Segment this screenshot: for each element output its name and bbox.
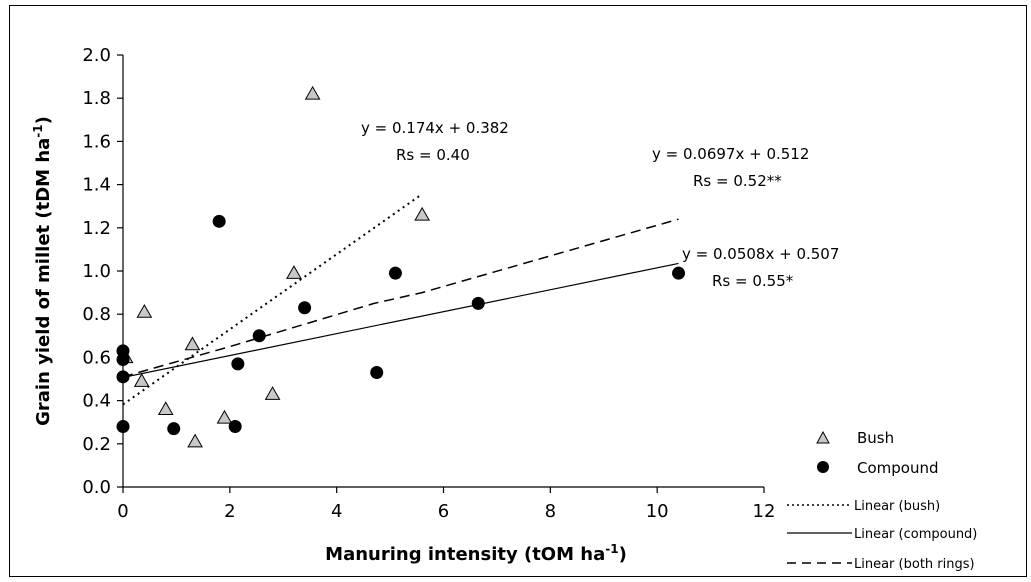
- compound-point: [167, 422, 181, 436]
- x-tick-label: 12: [753, 501, 776, 522]
- circle-marker-icon: [817, 461, 829, 473]
- legend-item-linear-both: Linear (both rings): [787, 557, 975, 572]
- x-tick-label: 2: [224, 501, 235, 522]
- trendline-solid: [122, 262, 679, 379]
- bush-point: [184, 336, 201, 351]
- compound-point: [116, 353, 130, 367]
- bush-point: [304, 85, 321, 100]
- legend-label-compound: Compound: [857, 459, 939, 477]
- bush-point: [264, 386, 281, 400]
- y-tick-label: 1.0: [82, 261, 111, 282]
- regression-annotations: y = 0.174x + 0.382 Rs = 0.40 y = 0.0697x…: [361, 119, 839, 290]
- legend-label-linear-both: Linear (both rings): [854, 557, 975, 572]
- x-axis-title-sup: -1: [605, 542, 618, 556]
- y-tick-label: 0.0: [82, 477, 111, 498]
- annotation-both-equation: y = 0.0697x + 0.512: [652, 145, 809, 163]
- annotation-both-rs: Rs = 0.52**: [693, 172, 782, 190]
- x-tick-label: 6: [438, 501, 449, 522]
- compound-point: [228, 420, 242, 434]
- x-tick-label: 4: [331, 501, 342, 522]
- compound-point: [116, 370, 130, 384]
- legend-label-linear-compound: Linear (compound): [854, 527, 977, 542]
- y-axis-title: Grain yield of millet (tDM ha-1): [31, 116, 54, 426]
- y-tick-label: 0.4: [82, 391, 111, 412]
- x-ticks: 0 2 4 6 8 10 12: [117, 487, 775, 522]
- legend-item-bush: Bush: [816, 429, 894, 447]
- y-tick-label: 2.0: [82, 45, 111, 66]
- compound-point: [252, 329, 266, 343]
- bush-point: [187, 433, 203, 448]
- annotation-compound-rs: Rs = 0.55*: [712, 272, 794, 290]
- annotation-bush-equation: y = 0.174x + 0.382: [361, 119, 509, 137]
- y-tick-label: 0.6: [82, 347, 111, 368]
- y-tick-label: 0.8: [82, 304, 111, 325]
- y-axis-title-sup: -1: [31, 124, 45, 137]
- annotation-bush-rs: Rs = 0.40: [396, 146, 470, 164]
- trendline-dotted: [122, 193, 423, 406]
- compound-point: [231, 357, 245, 371]
- chart-frame: [9, 5, 1027, 577]
- y-tick-label: 1.6: [82, 131, 111, 152]
- y-ticks: 0.0 0.2 0.4 0.6 0.8 1.0 1.2 1.4 1.6 1.8 2.0: [82, 45, 123, 498]
- y-tick-label: 1.2: [82, 218, 111, 239]
- compound-point: [116, 420, 130, 434]
- triangle-marker-icon: [816, 430, 830, 444]
- y-tick-label: 1.8: [82, 88, 111, 109]
- bush-point: [133, 373, 150, 387]
- legend-item-linear-bush: Linear (bush): [787, 499, 940, 514]
- compound-point: [471, 296, 485, 310]
- bush-point: [286, 265, 302, 279]
- trendline-dashed: [122, 218, 679, 378]
- legend-label-bush: Bush: [857, 429, 894, 447]
- compound-point: [212, 214, 226, 228]
- compound-point: [370, 366, 384, 380]
- legend: Bush Compound Linear (bush) Linear (comp…: [787, 429, 977, 572]
- legend-item-linear-compound: Linear (compound): [787, 527, 977, 542]
- compound-point: [298, 301, 312, 315]
- bush-point: [414, 206, 430, 221]
- x-tick-label: 10: [646, 501, 669, 522]
- bush-point: [136, 304, 153, 318]
- compound-point: [388, 266, 402, 280]
- x-axis-title: Manuring intensity (tOM ha-1): [325, 542, 627, 565]
- x-tick-label: 0: [117, 501, 128, 522]
- legend-label-linear-bush: Linear (bush): [854, 499, 940, 514]
- legend-item-compound: Compound: [817, 459, 939, 477]
- compound-point: [672, 266, 686, 280]
- data-points: [116, 85, 686, 448]
- y-tick-label: 0.2: [82, 434, 111, 455]
- y-tick-label: 1.4: [82, 175, 111, 196]
- trendlines: [122, 193, 679, 406]
- x-tick-label: 8: [545, 501, 556, 522]
- annotation-compound-equation: y = 0.0508x + 0.507: [682, 245, 839, 263]
- bush-point: [216, 409, 233, 424]
- bush-point: [157, 401, 174, 415]
